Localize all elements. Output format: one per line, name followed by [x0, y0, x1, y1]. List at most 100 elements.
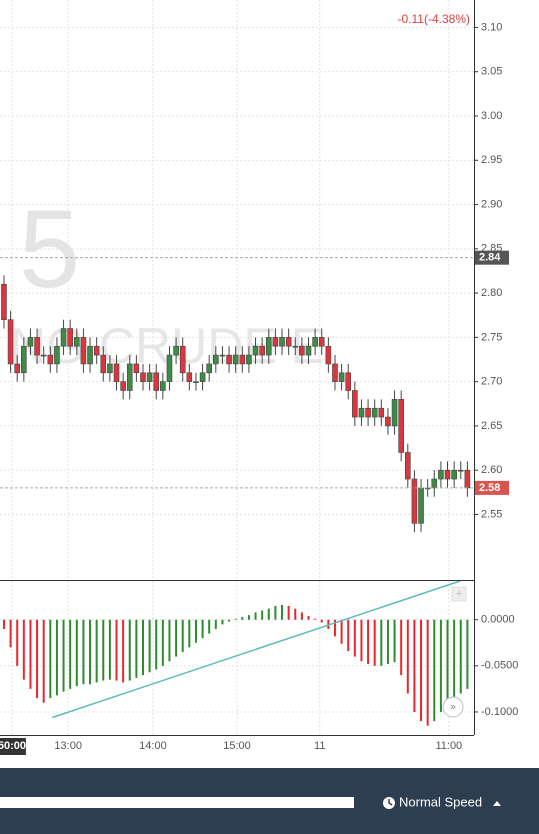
candle-body: [246, 354, 252, 365]
crosshair-time-box: [0, 738, 26, 755]
y-tick-label: 2.95: [481, 154, 502, 166]
candle-body: [120, 381, 126, 391]
candle-body: [418, 487, 424, 524]
y-tick-label: 2.80: [481, 287, 502, 299]
candle-body: [47, 354, 54, 365]
x-tick-label: 50:00: [0, 740, 26, 752]
candle-body: [113, 363, 120, 382]
candle-body: [179, 345, 186, 374]
candle-body: [325, 345, 332, 365]
candle-body: [232, 354, 239, 365]
candle-body: [173, 345, 179, 356]
x-tick-label: 11: [314, 740, 325, 752]
candle-body: [14, 363, 21, 374]
candle-body: [107, 363, 113, 374]
candle-body: [318, 337, 325, 347]
candle-body: [352, 390, 358, 418]
candle-body: [27, 337, 34, 347]
candle-body: [73, 337, 80, 347]
candle-body: [279, 337, 285, 347]
candle-body: [80, 337, 87, 365]
candle-body: [1, 283, 7, 320]
candle-body: [54, 345, 60, 365]
candle-body: [146, 372, 153, 382]
candle-body: [93, 345, 100, 356]
candle-body: [371, 407, 378, 418]
plot: [0, 0, 474, 735]
price-label: 2.84: [479, 252, 501, 264]
candle-body: [464, 469, 471, 489]
candle-body: [332, 363, 338, 382]
candle-body: [60, 328, 67, 347]
x-tick-label: 13:00: [54, 740, 82, 752]
x-tick-label: 14:00: [139, 740, 167, 752]
candle-body: [457, 469, 464, 472]
candle-body: [186, 372, 193, 382]
speed-button[interactable]: Normal Speed: [399, 794, 482, 809]
candle-body: [292, 345, 299, 348]
price-label-box: [475, 480, 509, 495]
y-tick-label: 2.65: [481, 420, 502, 432]
y-tick-label: 2.90: [481, 198, 502, 210]
speed-icon-hand: [388, 799, 393, 806]
y-tick-label: 3.10: [481, 21, 502, 33]
candle-body: [219, 354, 226, 357]
progress-bar[interactable]: [0, 797, 354, 808]
watermark-interval: 5: [19, 188, 80, 311]
candle-body: [126, 363, 133, 391]
y-tick-label: 3.05: [481, 66, 502, 78]
scroll-button[interactable]: [442, 696, 464, 718]
candle-body: [272, 337, 279, 347]
candle-body: [398, 399, 404, 453]
y-tick-label: -0.0500: [481, 660, 518, 672]
candle-body: [312, 337, 318, 347]
candle-body: [358, 407, 365, 418]
scroll-icon: »: [450, 702, 456, 713]
speed-caret: [493, 801, 501, 806]
price-label: 2.58: [479, 482, 500, 494]
y-tick-label: 2.60: [481, 464, 502, 476]
candle-body: [199, 372, 206, 382]
candle-body: [305, 345, 312, 356]
candle-body: [411, 478, 418, 524]
candle-body: [265, 337, 272, 356]
y-tick-label: 2.75: [481, 331, 502, 343]
candle-body: [385, 416, 391, 427]
candle-body: [140, 372, 146, 382]
candle-body: [259, 345, 265, 356]
candle-body: [252, 345, 259, 356]
candle-body: [391, 399, 398, 427]
candle-body: [21, 345, 27, 374]
candle-body: [285, 337, 292, 347]
price-label-box: [475, 250, 509, 265]
candle-body: [431, 478, 438, 489]
candle-body: [451, 469, 457, 480]
candle-body: [34, 337, 40, 356]
candle-body: [404, 452, 411, 480]
candle-body: [226, 354, 232, 365]
candle-body: [239, 354, 246, 365]
candle-body: [133, 363, 140, 374]
candle-body: [365, 407, 371, 418]
y-tick-label: -0.1000: [481, 706, 518, 718]
candle-body: [213, 354, 219, 365]
candle-body: [338, 372, 345, 382]
candle-body: [67, 328, 73, 347]
add-icon: +: [456, 588, 462, 600]
candle-body: [444, 469, 451, 480]
candle-body: [7, 319, 14, 365]
y-tick-label: 2.55: [481, 508, 502, 520]
candle-body: [153, 372, 160, 391]
change-label: -0.11(-4.38%): [398, 12, 470, 26]
candle-body: [160, 381, 166, 391]
y-tick-label: 2.70: [481, 376, 502, 388]
candle-body: [166, 354, 173, 382]
candle-body: [378, 407, 385, 418]
candle-body: [100, 354, 107, 374]
chart-background: [0, 0, 539, 768]
add-panel-button[interactable]: [451, 586, 467, 602]
x-tick-label: 11:00: [435, 740, 462, 752]
y-tick-label: 0.0000: [481, 614, 515, 626]
candle-body: [40, 354, 47, 357]
